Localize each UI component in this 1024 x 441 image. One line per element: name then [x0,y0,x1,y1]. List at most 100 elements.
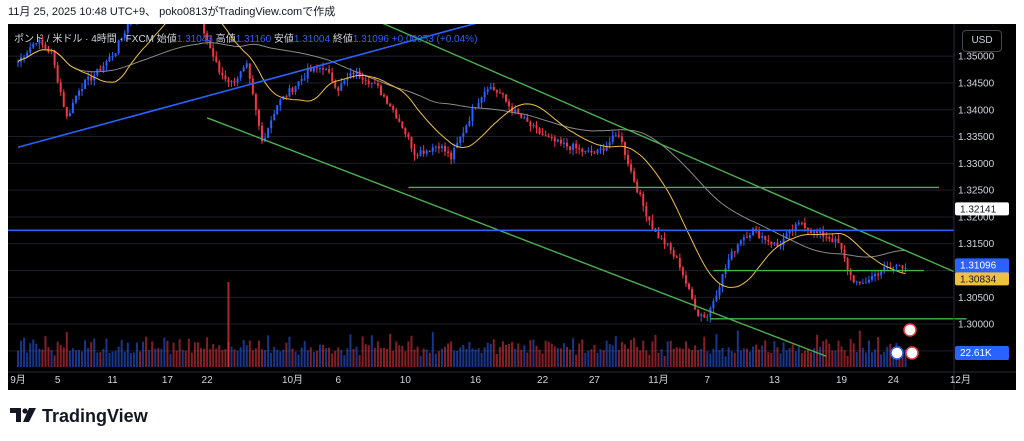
candle-body [450,152,453,160]
volume-bar [785,350,788,367]
volume-bar [721,347,724,367]
volume-bar [587,350,590,367]
y-tick-label: 1.32000 [958,212,995,223]
economic-event-icon [905,346,919,360]
volume-bar [142,341,145,367]
volume-bar [489,343,492,367]
volume-bar [41,349,44,367]
x-tick-label: 24 [888,375,900,386]
volume-bar [623,344,626,367]
volume-bar [709,353,712,367]
volume-bar [273,346,276,367]
candle-body [267,128,270,138]
candle-body [730,251,733,260]
volume-bar [139,351,141,367]
candle-body [810,229,812,234]
volume-bar [544,340,547,367]
candle-body [755,228,758,230]
volume-bar [471,348,474,367]
volume-bar [413,349,416,367]
candle-body [849,269,852,276]
volume-bar [782,342,785,367]
volume-bar [108,352,111,367]
change-value: +0.00053 (+0.04%) [391,34,478,45]
candle-body [465,125,468,133]
candle-body [477,102,480,108]
volume-bar [861,347,864,367]
volume-bar [154,348,157,367]
volume-bar [730,351,733,367]
volume-bar [608,343,611,367]
volume-bar [538,349,541,367]
candle-body [318,68,321,70]
volume-bar [660,348,663,367]
candle-body [538,128,541,134]
volume-bar [864,352,867,367]
volume-bar [767,352,770,367]
candle-body [727,259,730,269]
candle-body [245,63,248,68]
candle-body [29,47,32,53]
candle-body [721,274,724,288]
volume-bar [871,352,873,367]
volume-bar [904,349,907,367]
volume-bar [68,350,71,367]
candle-body [90,76,93,81]
candle-body [251,78,254,95]
candle-body [273,114,276,121]
open-label: 始値 [156,34,177,45]
volume-bar [739,350,742,367]
candle-body [373,82,376,84]
volume-bar [462,345,465,367]
candle-body [340,83,343,91]
volume-bar [688,348,690,367]
candle-body [337,87,340,91]
x-tick-label: 5 [55,375,61,386]
footer-brand[interactable]: TradingView [10,404,148,428]
volume-bar [727,347,730,367]
candlestick-chart[interactable]: 1.35000 1.34500 1.34000 1.33500 1.33000 1.325… [8,24,1016,390]
candle-body [471,108,474,121]
ohlc-legend: ポンド / 米ドル · 4時間 · FXCM 始値1.31043 高値1.311… [14,30,477,45]
x-tick-label: 6 [335,375,341,386]
volume-bar [617,349,620,367]
volume-bar [602,350,605,367]
volume-bar [837,340,840,367]
volume-bar [422,348,425,367]
candle-body [526,117,529,122]
candle-body [803,222,806,229]
candle-body [261,125,263,142]
volume-bar [245,345,248,367]
candle-body [126,24,129,33]
volume-bar [724,356,727,367]
volume-bar [474,349,477,367]
volume-bar [38,348,41,367]
volume-bar [562,343,565,367]
volume-bar [566,347,568,367]
volume-bar [453,350,456,367]
volume-bar [532,339,535,367]
volume-bar [675,347,678,367]
candle-body [782,238,785,246]
candle-body [309,68,312,72]
candle-body [108,56,111,62]
currency-button[interactable]: USD [962,30,1002,52]
chart-panel[interactable]: 1.35000 1.34500 1.34000 1.33500 1.33000 1.325… [8,24,1016,390]
volume-bar [157,348,160,367]
candle-body [605,145,608,151]
volume-bar [508,343,511,367]
volume-bar [212,344,215,367]
volume-bar [123,351,126,367]
volume-bar [401,345,404,367]
volume-bar [593,344,596,367]
volume-bar [135,342,138,367]
volume-bar [59,344,62,367]
volume-bar [559,348,562,367]
volume-bar [355,346,358,367]
candle-body [59,82,62,93]
volume-bar [657,352,660,367]
candle-body [678,258,681,268]
y-tick-label: 1.30000 [958,320,995,331]
candle-body [483,91,486,98]
volume-bar [224,349,227,367]
